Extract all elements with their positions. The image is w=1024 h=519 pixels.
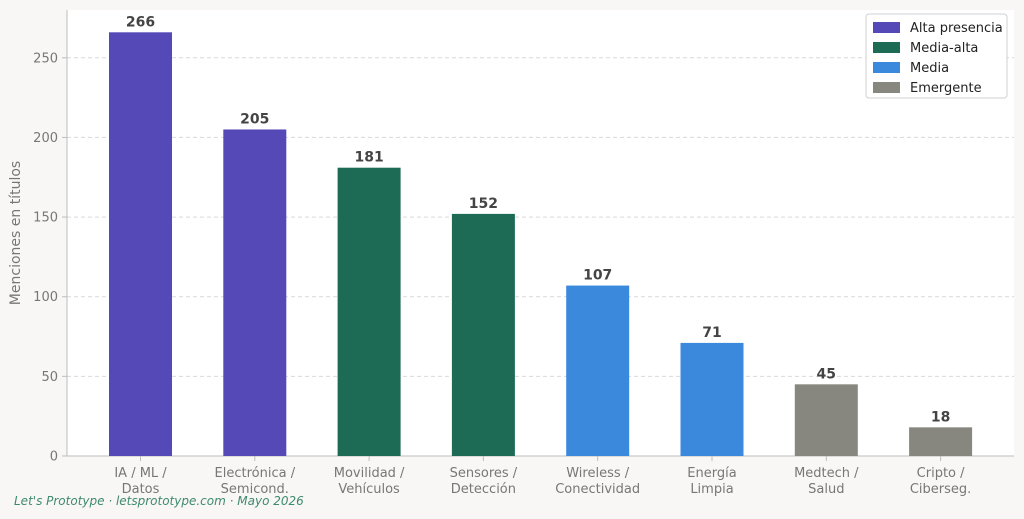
bar-value-label: 266 — [126, 14, 155, 30]
x-tick-label: Energía — [687, 466, 736, 481]
x-tick-label: Limpia — [690, 482, 733, 497]
x-tick-label: IA / ML / — [114, 466, 167, 481]
x-tick-label: Salud — [808, 482, 844, 497]
bar — [566, 285, 630, 456]
y-axis-label: Menciones en títulos — [8, 161, 24, 305]
x-tick-label: Vehículos — [338, 482, 400, 497]
bar-value-label: 107 — [583, 268, 612, 284]
legend-label: Media — [910, 61, 949, 76]
y-tick-label: 100 — [33, 290, 58, 305]
bar — [909, 427, 973, 456]
bar — [223, 129, 287, 456]
legend-swatch — [873, 42, 900, 53]
x-tick-label: Sensores / — [450, 466, 518, 481]
x-tick-label: Cripto / — [917, 466, 965, 481]
bar-value-label: 181 — [354, 150, 383, 166]
y-tick-label: 0 — [50, 450, 58, 465]
y-tick-label: 150 — [33, 211, 58, 226]
y-tick-label: 250 — [33, 51, 58, 66]
legend-swatch — [873, 22, 900, 33]
legend-label: Alta presencia — [910, 21, 1003, 36]
bar — [794, 384, 858, 456]
legend-swatch — [873, 82, 900, 93]
x-tick-label: Conectividad — [555, 482, 640, 497]
bar — [451, 213, 515, 456]
legend-label: Emergente — [910, 81, 982, 96]
legend-box — [865, 13, 1008, 99]
footer-credit: Let's Prototype · letsprototype.com · Ma… — [14, 494, 304, 508]
bar — [680, 342, 744, 456]
bar — [337, 167, 401, 456]
bar-value-label: 45 — [817, 366, 836, 382]
bar-value-label: 18 — [931, 409, 950, 425]
y-tick-label: 200 — [33, 131, 58, 146]
bar-value-label: 71 — [702, 325, 721, 341]
x-tick-label: Wireless / — [566, 466, 630, 481]
x-tick-label: Ciberseg. — [910, 482, 971, 497]
x-tick-label: Movilidad / — [334, 466, 405, 481]
bar — [109, 32, 172, 457]
legend-swatch — [873, 62, 900, 73]
x-tick-label: Electrónica / — [215, 466, 296, 481]
x-tick-label: Datos — [122, 482, 160, 497]
y-tick-label: 50 — [41, 370, 58, 385]
legend-label: Media-alta — [910, 41, 978, 56]
bar-value-label: 152 — [469, 196, 498, 212]
x-tick-label: Semicond. — [221, 482, 289, 497]
x-tick-label: Medtech / — [794, 466, 859, 481]
bar-value-label: 205 — [240, 111, 269, 127]
x-tick-label: Detección — [451, 482, 516, 497]
